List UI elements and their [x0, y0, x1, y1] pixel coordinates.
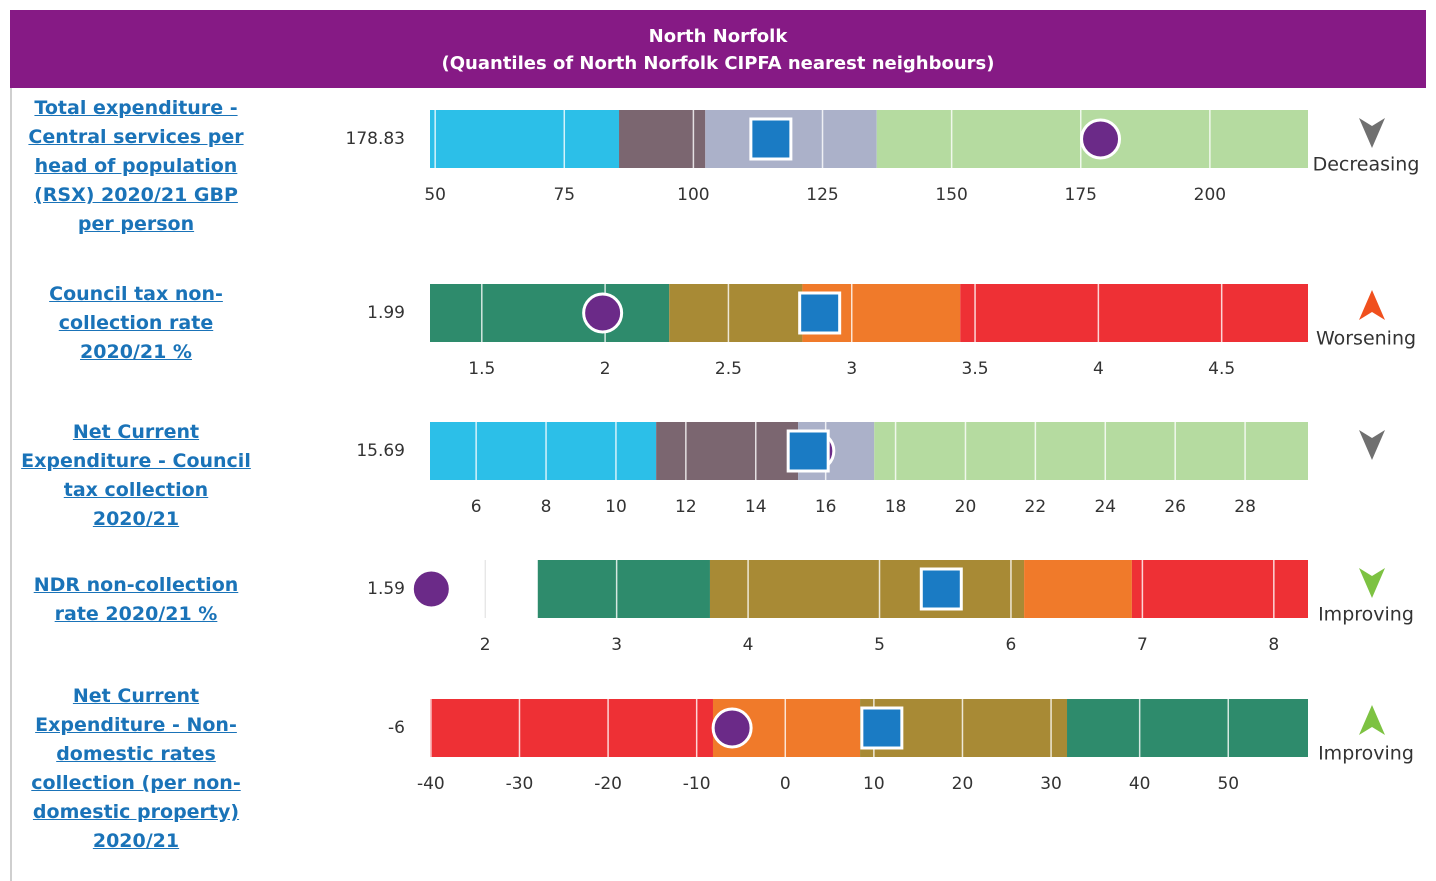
trend-arrow: [1359, 568, 1385, 598]
x-tick-label: -40: [417, 774, 445, 794]
value-label: 178.83: [346, 129, 405, 149]
trend-arrow: [1359, 705, 1385, 735]
x-tick-label: 5: [874, 635, 885, 655]
comparator-marker: [798, 291, 842, 335]
x-tick-label: 6: [471, 497, 482, 517]
value-marker: [582, 292, 624, 334]
x-tick-label: 100: [677, 185, 709, 205]
x-tick-label: 18: [885, 497, 907, 517]
x-tick-label: 4: [743, 635, 754, 655]
x-tick-label: 6: [1006, 635, 1017, 655]
x-tick-label: -30: [506, 774, 534, 794]
x-tick-label: 40: [1129, 774, 1151, 794]
x-tick-label: 10: [605, 497, 627, 517]
x-tick-label: 16: [815, 497, 837, 517]
quantile-band: [1067, 699, 1308, 757]
x-tick-label: 3.5: [962, 359, 989, 379]
x-tick-label: 2: [480, 635, 491, 655]
x-tick-label: 7: [1137, 635, 1148, 655]
trend-arrow: [1359, 118, 1385, 148]
header-subtitle: (Quantiles of North Norfolk CIPFA neares…: [441, 53, 995, 74]
x-tick-label: 26: [1164, 497, 1186, 517]
x-tick-label: 28: [1234, 497, 1256, 517]
metric-link[interactable]: Net Current Expenditure - Council tax co…: [21, 421, 251, 530]
comparator-marker: [786, 429, 830, 473]
quantile-band: [709, 560, 1025, 618]
value-label: 15.69: [356, 441, 405, 461]
metric-link[interactable]: Council tax non-collection rate 2020/21 …: [49, 283, 223, 363]
x-tick-label: 50: [1217, 774, 1239, 794]
x-tick-label: 3: [846, 359, 857, 379]
trend-arrow: [1359, 430, 1385, 460]
trend-label: Improving: [1318, 604, 1414, 626]
metric-link[interactable]: Total expenditure - Central services per…: [28, 97, 244, 235]
comparator-marker: [749, 117, 793, 161]
quantile-band: [619, 110, 706, 168]
trend-label: Worsening: [1316, 328, 1416, 350]
x-tick-label: 200: [1194, 185, 1226, 205]
value-marker: [1080, 118, 1122, 160]
header: North Norfolk (Quantiles of North Norfol…: [10, 10, 1426, 88]
quantile-band: [430, 699, 713, 757]
x-tick-label: -10: [683, 774, 711, 794]
metric-link[interactable]: NDR non-collection rate 2020/21 %: [33, 574, 239, 625]
comparator-marker: [919, 567, 963, 611]
x-tick-label: 4.5: [1208, 359, 1235, 379]
value-label: 1.59: [367, 579, 405, 599]
x-tick-label: 30: [1040, 774, 1062, 794]
value-marker: [711, 707, 753, 749]
header-title: North Norfolk: [648, 26, 788, 47]
x-tick-label: 1.5: [468, 359, 495, 379]
quantile-band: [1024, 560, 1132, 618]
x-tick-label: 125: [806, 185, 838, 205]
quantile-band: [669, 284, 803, 342]
x-tick-label: 175: [1065, 185, 1097, 205]
value-label: 1.99: [367, 303, 405, 323]
trend-label: Decreasing: [1313, 154, 1420, 176]
quantile-band: [1131, 560, 1308, 618]
quantile-band: [960, 284, 1308, 342]
quantile-band: [430, 422, 657, 480]
value-marker: [410, 568, 452, 610]
x-tick-label: 150: [935, 185, 967, 205]
x-tick-label: 4: [1093, 359, 1104, 379]
x-tick-label: 24: [1094, 497, 1116, 517]
x-tick-label: 20: [955, 497, 977, 517]
x-tick-label: 12: [675, 497, 697, 517]
x-tick-label: 8: [1268, 635, 1279, 655]
x-tick-label: 10: [863, 774, 885, 794]
metric-link[interactable]: Net Current Expenditure - Non-domestic r…: [31, 685, 241, 852]
trend-label: Improving: [1318, 743, 1414, 765]
x-tick-label: 8: [541, 497, 552, 517]
value-label: -6: [388, 718, 405, 738]
x-tick-label: 0: [780, 774, 791, 794]
x-tick-label: 22: [1025, 497, 1047, 517]
x-tick-label: 2.5: [715, 359, 742, 379]
trend-arrow: [1359, 290, 1385, 320]
x-tick-label: 14: [745, 497, 767, 517]
quantile-band: [537, 560, 710, 618]
comparator-marker: [860, 706, 904, 750]
x-tick-label: 2: [600, 359, 611, 379]
x-tick-label: 50: [424, 185, 446, 205]
x-tick-label: -20: [594, 774, 622, 794]
quantile-band: [656, 422, 799, 480]
x-tick-label: 20: [952, 774, 974, 794]
quantile-band: [430, 110, 620, 168]
x-tick-label: 3: [611, 635, 622, 655]
quantile-band: [874, 422, 1308, 480]
x-tick-label: 75: [553, 185, 575, 205]
quantile-band: [430, 284, 670, 342]
panel-border: [10, 88, 12, 881]
